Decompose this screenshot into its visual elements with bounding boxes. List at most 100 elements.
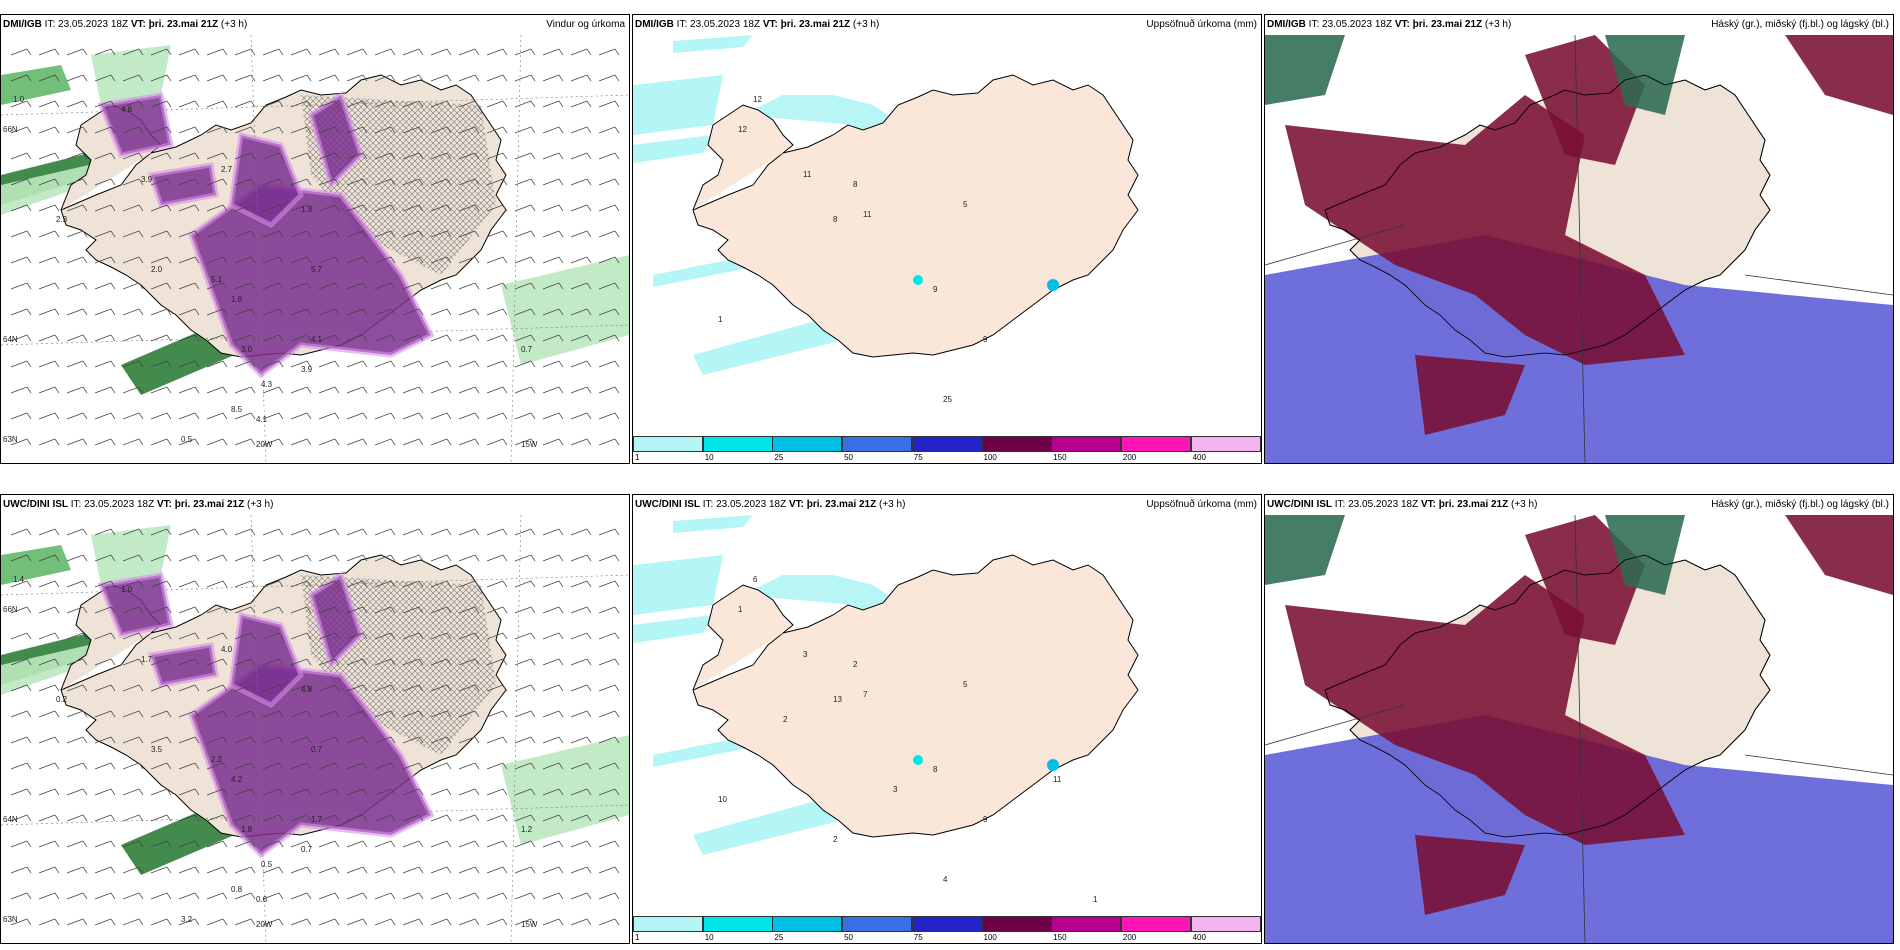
valid-time-label: VT: bbox=[788, 499, 804, 510]
wind-value-label: 1.2 bbox=[521, 825, 533, 834]
valid-time-label: VT: bbox=[762, 19, 778, 30]
cloud-layers bbox=[1265, 515, 1893, 943]
legend-swatch bbox=[772, 916, 843, 932]
wind-value-label: 4.2 bbox=[231, 775, 243, 784]
heavy-precip bbox=[97, 91, 435, 379]
precip-value-label: 9 bbox=[983, 815, 988, 824]
wind-value-label: 5.1 bbox=[211, 275, 223, 284]
lead-time: (+3 h) bbox=[1484, 19, 1512, 30]
panel-header: DMI/IGB IT: 23.05.2023 18Z VT: þri. 23.m… bbox=[633, 15, 1261, 35]
panel-title: Uppsöfnuð úrkoma (mm) bbox=[1146, 19, 1257, 30]
legend-tick: 400 bbox=[1192, 453, 1206, 462]
legend-swatch bbox=[1190, 916, 1261, 932]
legend-swatch bbox=[981, 916, 1052, 932]
model-name: DMI/IGB bbox=[3, 19, 42, 30]
map-area bbox=[1265, 515, 1893, 943]
valid-time-label: VT: bbox=[130, 19, 146, 30]
legend-swatch bbox=[633, 916, 703, 932]
wind-value-label: 4.6 bbox=[121, 105, 133, 114]
valid-time: þri. 23.mai 21Z bbox=[174, 499, 245, 510]
legend-tick: 200 bbox=[1122, 933, 1137, 942]
legend-swatch bbox=[842, 436, 913, 452]
precip-value-label: 25 bbox=[943, 395, 952, 404]
valid-time-label: VT: bbox=[156, 499, 172, 510]
precip-value-label: 8 bbox=[833, 215, 838, 224]
axis-label-lon_15w: 15W bbox=[521, 920, 538, 929]
wind-value-label: 4.3 bbox=[261, 380, 273, 389]
legend-tick: 400 bbox=[1192, 933, 1206, 942]
precip-value-label: 5 bbox=[963, 200, 968, 209]
precip-value-label: 6 bbox=[753, 575, 758, 584]
legend-tick: 10 bbox=[704, 933, 714, 942]
axis-label-lat_64n: 64N bbox=[3, 815, 18, 824]
wind-value-label: 3.0 bbox=[241, 345, 253, 354]
precip-value-label: 13 bbox=[833, 695, 842, 704]
precip-value-label: 1 bbox=[718, 315, 723, 324]
legend-tick: 150 bbox=[1053, 453, 1067, 462]
wind-value-label: 5.7 bbox=[311, 265, 323, 274]
legend-tick: 1 bbox=[635, 453, 640, 462]
wind-value-label: 3.5 bbox=[151, 745, 163, 754]
precip-value-label: 10 bbox=[718, 795, 727, 804]
precip-value-label: 11 bbox=[1053, 775, 1062, 784]
legend-tick: 1 bbox=[635, 933, 640, 942]
legend-tick: 25 bbox=[774, 453, 784, 462]
axis-label-lon_20w: 20W bbox=[256, 920, 273, 929]
legend-tick: 25 bbox=[774, 933, 784, 942]
legend-swatch bbox=[633, 436, 703, 452]
valid-time: þri. 23.mai 21Z bbox=[1438, 499, 1509, 510]
precip-value-label: 8 bbox=[933, 765, 938, 774]
precip-value-label: 1 bbox=[738, 605, 743, 614]
wind-value-label: 8.5 bbox=[231, 405, 243, 414]
wind-value-label: 4.8 bbox=[301, 685, 313, 694]
axis-label-lat_63n: 63N bbox=[3, 435, 18, 444]
legend-tick: 75 bbox=[913, 453, 923, 462]
legend-tick: 10 bbox=[704, 453, 714, 462]
legend-swatch bbox=[842, 916, 913, 932]
valid-time-label: VT: bbox=[1394, 19, 1410, 30]
map-panel-p6: UWC/DINI ISL IT: 23.05.2023 18Z VT: þri.… bbox=[1264, 494, 1894, 944]
wind-value-label: 1.0 bbox=[13, 95, 25, 104]
lead-time: (+3 h) bbox=[879, 499, 906, 510]
precip-legend: 1 10 25 50 75 100 150 200 400 bbox=[633, 435, 1261, 463]
precip-value-label: 9 bbox=[983, 335, 988, 344]
wind-value-label: 4.1 bbox=[256, 415, 268, 424]
wind-value-label: 2.3 bbox=[56, 215, 68, 224]
model-name: DMI/IGB bbox=[1267, 19, 1306, 30]
precip-value-label: 12 bbox=[753, 95, 762, 104]
legend-swatch bbox=[911, 916, 982, 932]
legend-swatch bbox=[981, 436, 1052, 452]
legend-tick: 150 bbox=[1053, 933, 1067, 942]
axis-label-lat_64n: 64N bbox=[3, 335, 18, 344]
valid-time: þri. 23.mai 21Z bbox=[806, 499, 877, 510]
legend-swatch bbox=[1051, 436, 1122, 452]
map-panel-p2: DMI/IGB IT: 23.05.2023 18Z VT: þri. 23.m… bbox=[632, 14, 1262, 464]
wind-value-label: 0.5 bbox=[261, 860, 273, 869]
wind-value-label: 3.9 bbox=[141, 175, 153, 184]
legend-swatch bbox=[702, 916, 773, 932]
axis-label-lat_66n: 66N bbox=[3, 125, 18, 134]
legend-swatch bbox=[702, 436, 773, 452]
legend-swatch bbox=[1190, 436, 1261, 452]
init-time: IT: 23.05.2023 18Z bbox=[44, 19, 129, 30]
panel-title: Uppsöfnuð úrkoma (mm) bbox=[1146, 499, 1257, 510]
wind-value-label: 3.9 bbox=[301, 365, 313, 374]
valid-time: þri. 23.mai 21Z bbox=[1412, 19, 1483, 30]
lead-time: (+3 h) bbox=[220, 19, 248, 30]
map-area bbox=[1265, 35, 1893, 463]
wind-value-label: 2.7 bbox=[221, 165, 233, 174]
init-time: IT: 23.05.2023 18Z bbox=[1308, 19, 1393, 30]
axis-label-lat_66n: 66N bbox=[3, 605, 18, 614]
precip-value-label: 5 bbox=[963, 680, 968, 689]
wind-value-label: 0.2 bbox=[56, 695, 68, 704]
precip-value-label: 4 bbox=[943, 875, 948, 884]
precip-value-label: 9 bbox=[933, 285, 938, 294]
model-name: UWC/DINI ISL bbox=[635, 499, 700, 510]
model-name: DMI/IGB bbox=[635, 19, 674, 30]
panel-header: UWC/DINI ISL IT: 23.05.2023 18Z VT: þri.… bbox=[1265, 495, 1893, 515]
valid-time: þri. 23.mai 21Z bbox=[780, 19, 851, 30]
init-time: IT: 23.05.2023 18Z bbox=[70, 499, 155, 510]
legend-tick: 75 bbox=[913, 933, 923, 942]
model-name: UWC/DINI ISL bbox=[1267, 499, 1332, 510]
map-panel-p3: DMI/IGB IT: 23.05.2023 18Z VT: þri. 23.m… bbox=[1264, 14, 1894, 464]
